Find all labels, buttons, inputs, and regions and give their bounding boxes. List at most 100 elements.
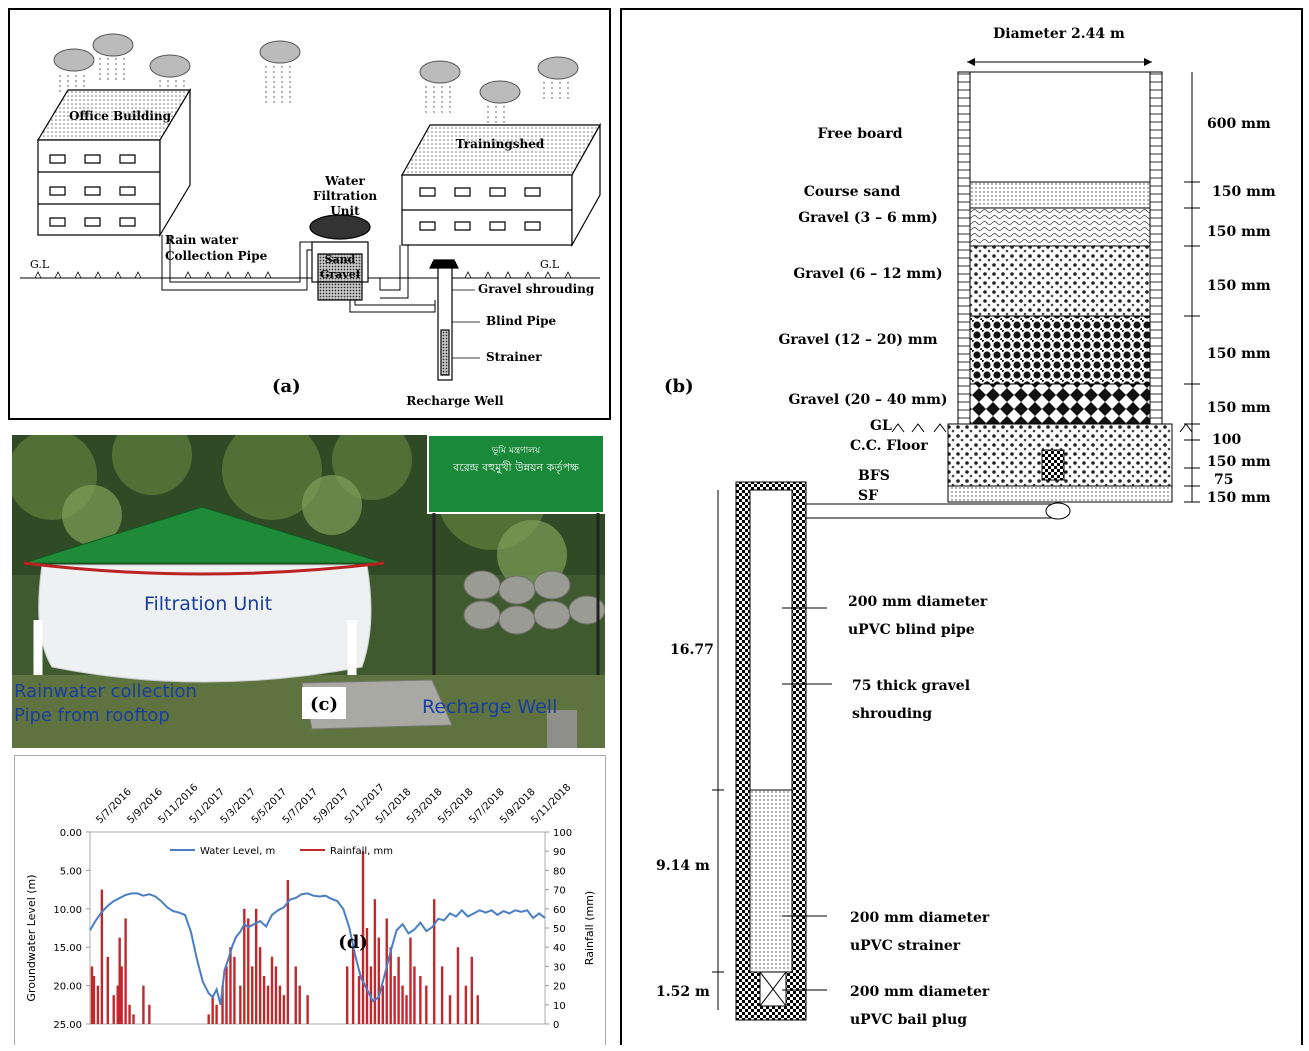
rainfall-bar [254, 908, 258, 1024]
panel-a-svg: Office Building Trainingshed G.L G.L Rai… [20, 33, 602, 408]
panel-d-tag: (d) [338, 932, 368, 953]
sf-base [947, 485, 1173, 503]
panel-c-svg: ভূমি মন্ত্রণালয় বরেন্দ্র বহুমুখী উন্নয়… [12, 435, 605, 748]
depth-1677: 16.77 [670, 642, 714, 658]
free-board-zone [969, 71, 1151, 183]
y-right-tick-label: 0 [553, 1020, 559, 1031]
recharge-well-photo-label: Recharge Well [422, 696, 557, 718]
outlet-plug [1041, 449, 1065, 481]
rainfall-bar [389, 947, 392, 1024]
depth-152: 1.52 m [656, 984, 710, 1000]
rainfall-bar [381, 985, 384, 1024]
rainfall-bar [270, 956, 274, 1024]
rainfall-bar [345, 966, 349, 1024]
sf-label: SF [858, 488, 878, 504]
course-sand-label: Course sand [804, 184, 901, 200]
gravel-20-40-label: Gravel (20 – 40 mm) [788, 392, 947, 408]
y-right-tick-label: 70 [553, 886, 566, 897]
rainfall-bar [365, 928, 369, 1024]
panel-c-photo: ভূমি মন্ত্রণালয় বরেন্দ্র বহুমুখী উন্নয়… [12, 435, 605, 748]
rainfall-bar [92, 976, 96, 1024]
sign-line-1: ভূমি মন্ত্রণালয় [491, 445, 541, 456]
groundwater-rainfall-chart: 5/7/20165/9/20165/11/20165/1/20175/3/201… [25, 782, 596, 1031]
blind-pipe-label-2: uPVC blind pipe [848, 622, 975, 638]
recharge-well [429, 259, 459, 381]
rainfall-bar [258, 947, 262, 1024]
dim-100: 100 [1212, 432, 1241, 448]
y-right-tick-label: 10 [553, 1001, 566, 1012]
rainfall-bar [409, 937, 412, 1024]
x-tick-label: 5/11/2018 [529, 782, 573, 826]
rainfall-bar [470, 956, 474, 1024]
panel-a-tag: (a) [272, 376, 301, 397]
rainfall-bar [96, 985, 100, 1024]
rainfall-bar [116, 985, 119, 1024]
rainwater-pipe-label-1: Rain water [165, 233, 239, 247]
office-building-label: Office Building [69, 109, 172, 123]
rainfall-bar [419, 976, 422, 1024]
rainfall-bar [405, 995, 408, 1024]
gravel-label: Gravel [320, 268, 360, 281]
panel-b-section: Diameter 2.44 m Free board Course sand G… [620, 8, 1303, 1045]
cc-floor-label: C.C. Floor [850, 438, 928, 454]
gravel-12-20-layer [969, 315, 1151, 385]
y-left-tick-label: 20.00 [53, 982, 82, 993]
rainfall-bar [306, 995, 309, 1024]
rainwater-pipes [161, 235, 436, 313]
dim-600: 600 mm [1207, 116, 1271, 132]
y-right-tick-label: 100 [553, 828, 572, 839]
panel-d-chart: 5/7/2016 5/9/2016 5/11/2016 5/1/2017 5/3/201… [14, 755, 606, 1045]
rainfall-bar [282, 995, 286, 1024]
rainfall-bar [262, 976, 266, 1024]
office-building [36, 87, 192, 238]
rainfall-bar [361, 851, 365, 1024]
rainfall-bar [239, 985, 242, 1024]
y-left-tick-label: 25.00 [53, 1020, 82, 1031]
gravel-20-40-layer [969, 383, 1151, 425]
filtration-unit [309, 214, 371, 301]
gravel-3-6-layer [969, 207, 1151, 247]
rainfall-bar [207, 1014, 210, 1024]
dim-150-a: 150 mm [1212, 184, 1276, 200]
rainfall-bar [440, 966, 444, 1024]
y-right-tick-label: 60 [553, 905, 566, 916]
recharge-well-label: Recharge Well [406, 394, 504, 408]
strainer-label: Strainer [486, 350, 542, 364]
dim-150-b: 150 mm [1207, 224, 1271, 240]
coarse-sand-layer [969, 181, 1151, 209]
rainfall-bar [132, 1014, 135, 1024]
y-right-label: Rainfall (mm) [583, 891, 596, 965]
x-axis-ticks: 5/7/20165/9/20165/11/20165/1/20175/3/201… [94, 782, 573, 826]
rain-pipe-label-1: Rainwater collection [14, 681, 197, 702]
strainer-label-1: 200 mm diameter [850, 910, 990, 926]
filtration-label-1: Water [324, 174, 365, 188]
gl-label: GL [870, 418, 892, 434]
rainfall-bar [100, 889, 104, 1024]
rainfall-bar [357, 976, 361, 1024]
rainfall-bar [243, 908, 246, 1024]
gravel-6-12-label: Gravel (6 – 12 mm) [793, 266, 942, 282]
rainfall-bar [456, 947, 460, 1024]
well-strainer [749, 789, 793, 973]
rainfall-bar [148, 1004, 151, 1024]
filtration-label-3: Unit [330, 204, 360, 218]
y-left-tick-label: 5.00 [60, 866, 82, 877]
rain-clouds [53, 33, 579, 104]
rainfall-bar [294, 966, 297, 1024]
rainfall-bar [274, 966, 278, 1024]
rain-pipe-label-2: Pipe from rooftop [14, 705, 170, 726]
panel-b-svg: Diameter 2.44 m Free board Course sand G… [656, 26, 1276, 1028]
rainfall-bar [393, 976, 396, 1024]
dim-75: 75 [1214, 472, 1233, 488]
rainfall-bar [464, 985, 468, 1024]
legend-water-level: Water Level, m [200, 846, 275, 857]
y-right-tick-label: 50 [553, 924, 566, 935]
blind-pipe-label-1: 200 mm diameter [848, 594, 988, 610]
tank-roof [23, 506, 385, 564]
rainfall-bar [247, 918, 250, 1024]
rainfall-bar [221, 985, 224, 1024]
rainfall-bar [448, 995, 452, 1024]
rainfall-bar [120, 966, 123, 1024]
rainfall-bars [90, 851, 479, 1024]
